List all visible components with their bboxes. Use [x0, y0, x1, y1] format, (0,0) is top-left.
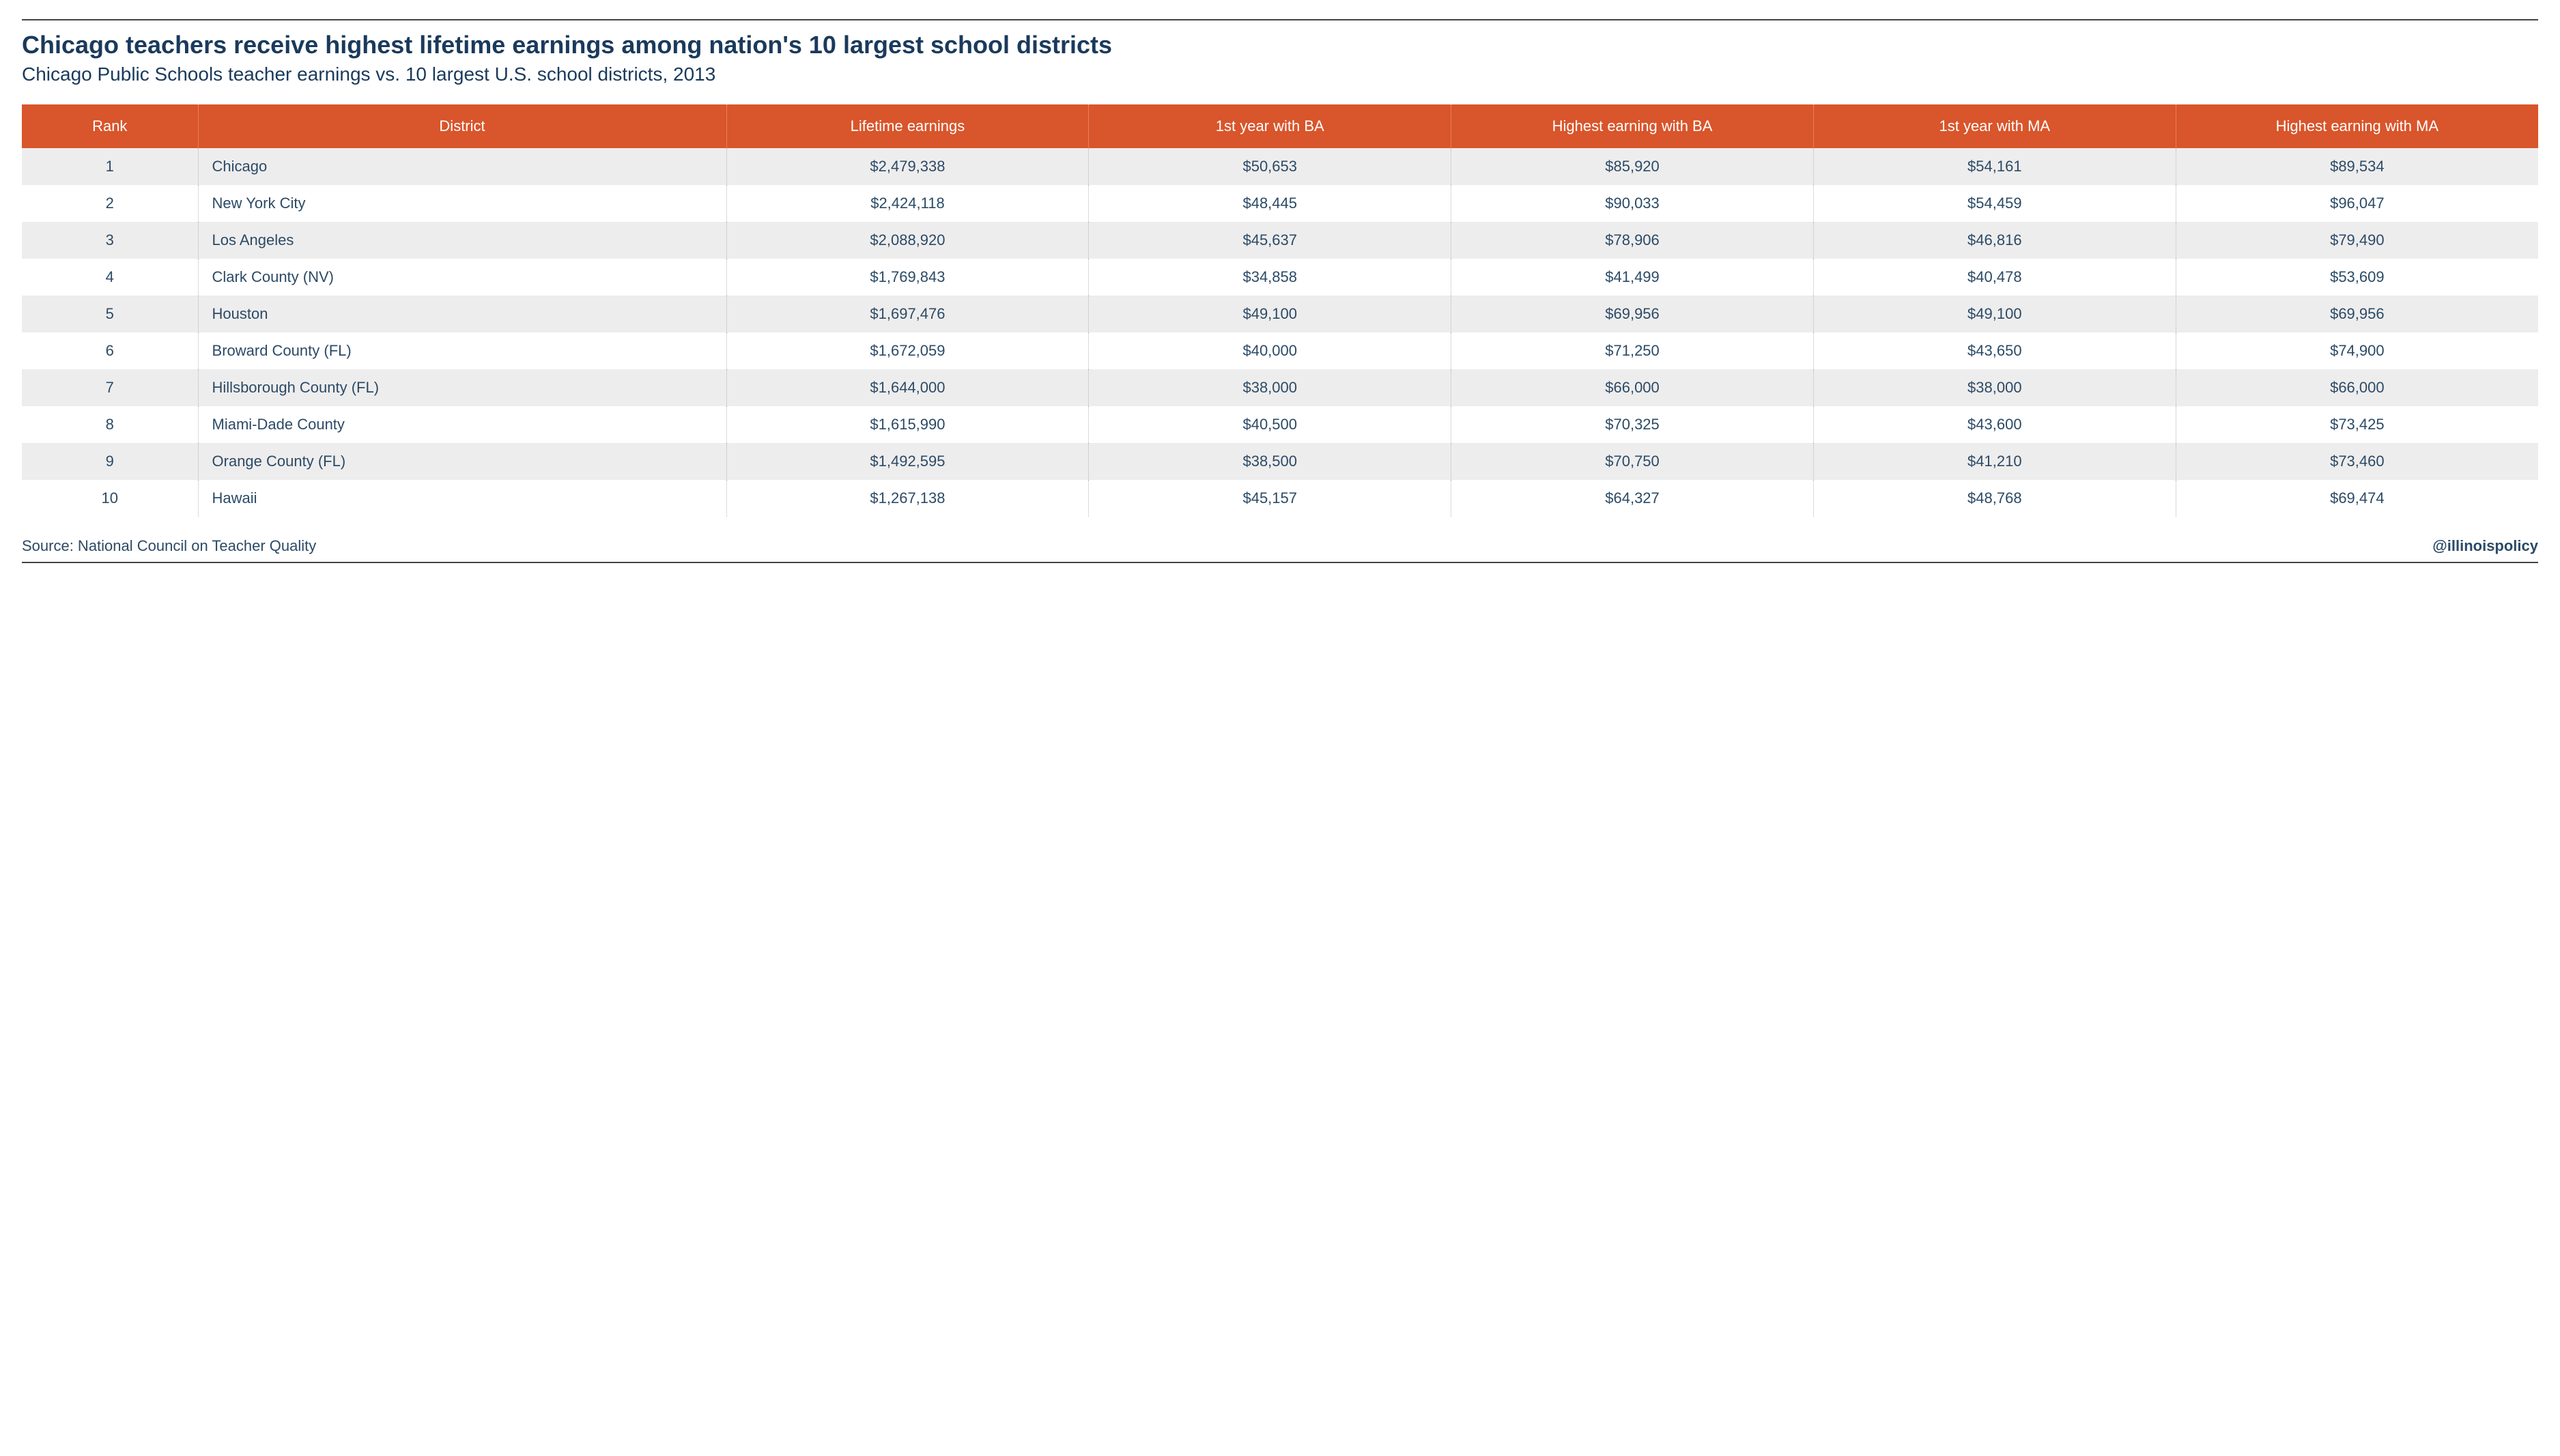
cell-bahi: $66,000	[1451, 369, 1814, 406]
cell-ba1: $38,000	[1089, 369, 1451, 406]
page-title: Chicago teachers receive highest lifetim…	[22, 30, 2538, 59]
cell-district: Orange County (FL)	[198, 443, 726, 480]
cell-lifetime: $2,424,118	[726, 185, 1089, 222]
table-header-row: Rank District Lifetime earnings 1st year…	[22, 104, 2538, 148]
col-header-lifetime: Lifetime earnings	[726, 104, 1089, 148]
table-row: 1Chicago$2,479,338$50,653$85,920$54,161$…	[22, 148, 2538, 185]
cell-district: Los Angeles	[198, 222, 726, 259]
cell-ma1: $40,478	[1813, 259, 2176, 296]
table-body: 1Chicago$2,479,338$50,653$85,920$54,161$…	[22, 148, 2538, 517]
table-row: 9Orange County (FL)$1,492,595$38,500$70,…	[22, 443, 2538, 480]
cell-mahi: $74,900	[2176, 332, 2538, 369]
cell-bahi: $41,499	[1451, 259, 1814, 296]
col-header-ma-highest: Highest earning with MA	[2176, 104, 2538, 148]
cell-rank: 5	[22, 296, 198, 332]
cell-ma1: $41,210	[1813, 443, 2176, 480]
col-header-rank: Rank	[22, 104, 198, 148]
cell-mahi: $66,000	[2176, 369, 2538, 406]
cell-district: Houston	[198, 296, 726, 332]
cell-district: Hawaii	[198, 480, 726, 517]
cell-rank: 7	[22, 369, 198, 406]
cell-lifetime: $1,644,000	[726, 369, 1089, 406]
infographic-container: Chicago teachers receive highest lifetim…	[22, 19, 2538, 563]
cell-rank: 6	[22, 332, 198, 369]
cell-rank: 3	[22, 222, 198, 259]
cell-ma1: $49,100	[1813, 296, 2176, 332]
col-header-ma-first: 1st year with MA	[1813, 104, 2176, 148]
table-row: 8Miami-Dade County$1,615,990$40,500$70,3…	[22, 406, 2538, 443]
table-row: 6Broward County (FL)$1,672,059$40,000$71…	[22, 332, 2538, 369]
cell-ba1: $45,637	[1089, 222, 1451, 259]
cell-ma1: $46,816	[1813, 222, 2176, 259]
cell-bahi: $85,920	[1451, 148, 1814, 185]
social-handle: @illinoispolicy	[2432, 537, 2538, 555]
footer: Source: National Council on Teacher Qual…	[22, 537, 2538, 555]
table-row: 5Houston$1,697,476$49,100$69,956$49,100$…	[22, 296, 2538, 332]
cell-bahi: $69,956	[1451, 296, 1814, 332]
cell-lifetime: $2,479,338	[726, 148, 1089, 185]
cell-lifetime: $1,267,138	[726, 480, 1089, 517]
cell-district: Broward County (FL)	[198, 332, 726, 369]
cell-mahi: $53,609	[2176, 259, 2538, 296]
cell-ma1: $54,161	[1813, 148, 2176, 185]
cell-ba1: $38,500	[1089, 443, 1451, 480]
table-row: 10Hawaii$1,267,138$45,157$64,327$48,768$…	[22, 480, 2538, 517]
table-row: 4Clark County (NV)$1,769,843$34,858$41,4…	[22, 259, 2538, 296]
cell-ma1: $43,650	[1813, 332, 2176, 369]
cell-ba1: $45,157	[1089, 480, 1451, 517]
page-subtitle: Chicago Public Schools teacher earnings …	[22, 63, 2538, 85]
cell-ba1: $40,500	[1089, 406, 1451, 443]
cell-rank: 4	[22, 259, 198, 296]
cell-ba1: $40,000	[1089, 332, 1451, 369]
cell-ma1: $54,459	[1813, 185, 2176, 222]
cell-bahi: $78,906	[1451, 222, 1814, 259]
cell-lifetime: $1,697,476	[726, 296, 1089, 332]
cell-ba1: $34,858	[1089, 259, 1451, 296]
col-header-ba-highest: Highest earning with BA	[1451, 104, 1814, 148]
cell-bahi: $70,750	[1451, 443, 1814, 480]
cell-rank: 2	[22, 185, 198, 222]
cell-ma1: $43,600	[1813, 406, 2176, 443]
cell-district: Hillsborough County (FL)	[198, 369, 726, 406]
cell-lifetime: $2,088,920	[726, 222, 1089, 259]
cell-bahi: $71,250	[1451, 332, 1814, 369]
cell-mahi: $79,490	[2176, 222, 2538, 259]
table-row: 7Hillsborough County (FL)$1,644,000$38,0…	[22, 369, 2538, 406]
cell-lifetime: $1,615,990	[726, 406, 1089, 443]
earnings-table: Rank District Lifetime earnings 1st year…	[22, 104, 2538, 517]
cell-bahi: $64,327	[1451, 480, 1814, 517]
cell-bahi: $90,033	[1451, 185, 1814, 222]
cell-rank: 1	[22, 148, 198, 185]
cell-ma1: $48,768	[1813, 480, 2176, 517]
cell-district: Chicago	[198, 148, 726, 185]
cell-mahi: $89,534	[2176, 148, 2538, 185]
cell-rank: 10	[22, 480, 198, 517]
col-header-district: District	[198, 104, 726, 148]
cell-district: New York City	[198, 185, 726, 222]
source-label: Source: National Council on Teacher Qual…	[22, 537, 316, 555]
cell-mahi: $73,425	[2176, 406, 2538, 443]
cell-lifetime: $1,492,595	[726, 443, 1089, 480]
cell-rank: 9	[22, 443, 198, 480]
cell-mahi: $69,956	[2176, 296, 2538, 332]
col-header-ba-first: 1st year with BA	[1089, 104, 1451, 148]
cell-mahi: $69,474	[2176, 480, 2538, 517]
cell-bahi: $70,325	[1451, 406, 1814, 443]
table-row: 3Los Angeles$2,088,920$45,637$78,906$46,…	[22, 222, 2538, 259]
cell-district: Clark County (NV)	[198, 259, 726, 296]
cell-ba1: $48,445	[1089, 185, 1451, 222]
cell-ba1: $49,100	[1089, 296, 1451, 332]
cell-rank: 8	[22, 406, 198, 443]
cell-mahi: $96,047	[2176, 185, 2538, 222]
cell-lifetime: $1,769,843	[726, 259, 1089, 296]
cell-lifetime: $1,672,059	[726, 332, 1089, 369]
table-row: 2New York City$2,424,118$48,445$90,033$5…	[22, 185, 2538, 222]
cell-ma1: $38,000	[1813, 369, 2176, 406]
cell-ba1: $50,653	[1089, 148, 1451, 185]
cell-district: Miami-Dade County	[198, 406, 726, 443]
cell-mahi: $73,460	[2176, 443, 2538, 480]
